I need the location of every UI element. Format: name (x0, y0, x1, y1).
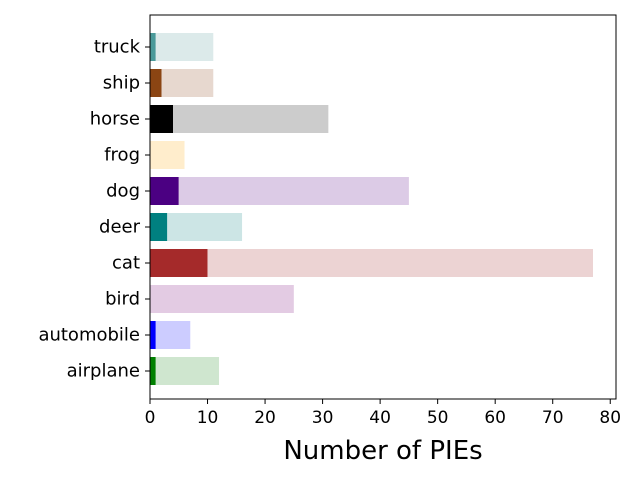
bar-bird-segment-2 (150, 285, 294, 313)
bar-deer-segment-2 (167, 213, 243, 241)
x-tick-label-50: 50 (427, 408, 449, 428)
bar-frog-segment-2 (150, 141, 185, 169)
x-axis-ticks: 0 10 20 30 40 50 60 70 80 (145, 399, 621, 428)
bar-truck-segment-1 (150, 33, 156, 61)
bar-ship-segment-1 (150, 69, 162, 97)
y-tick-label-frog: frog (104, 145, 140, 166)
y-tick-label-truck: truck (94, 37, 141, 58)
bar-dog-segment-2 (178, 177, 409, 205)
bars-group (150, 33, 593, 385)
bar-cat-segment-1 (150, 249, 208, 277)
y-tick-label-airplane: airplane (67, 361, 140, 382)
bar-airplane-segment-1 (150, 357, 156, 385)
y-tick-label-dog: dog (106, 181, 140, 202)
x-tick-label-80: 80 (599, 408, 621, 428)
x-tick-label-0: 0 (145, 408, 156, 428)
y-tick-label-automobile: automobile (38, 325, 140, 346)
bar-cat-segment-2 (207, 249, 593, 277)
bar-truck-segment-2 (155, 33, 214, 61)
x-tick-label-70: 70 (542, 408, 564, 428)
bar-dog-segment-1 (150, 177, 179, 205)
plot-frame (149, 14, 617, 400)
y-axis-ticks: airplane automobile bird cat deer dog frog hors… (38, 37, 150, 382)
bar-automobile-segment-1 (150, 321, 156, 349)
bar-automobile-segment-2 (155, 321, 191, 349)
x-axis-title: Number of PIEs (283, 436, 482, 466)
bar-deer-segment-1 (150, 213, 168, 241)
y-tick-label-cat: cat (112, 253, 140, 274)
x-tick-label-20: 20 (254, 408, 276, 428)
bar-ship-segment-2 (161, 69, 214, 97)
y-tick-label-ship: ship (103, 73, 140, 94)
bar-horse-segment-2 (173, 105, 329, 133)
y-tick-label-bird: bird (105, 289, 140, 310)
x-tick-label-30: 30 (312, 408, 334, 428)
y-tick-label-deer: deer (99, 217, 141, 238)
bar-horse-segment-1 (150, 105, 174, 133)
bar-airplane-segment-2 (155, 357, 220, 385)
y-tick-label-horse: horse (90, 109, 140, 130)
x-tick-label-60: 60 (484, 408, 506, 428)
x-tick-label-10: 10 (197, 408, 219, 428)
x-tick-label-40: 40 (369, 408, 391, 428)
